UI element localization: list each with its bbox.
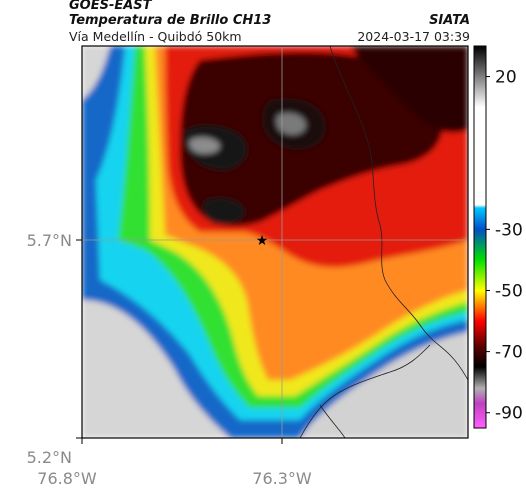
colorbar-label: 20 [495,68,517,88]
route-subtitle: Vía Medellín - Quibdó 50km [69,29,242,44]
lon-label-2: 76.3°W [252,469,312,488]
dark-northeast [350,46,468,133]
satellite-title: GOES-EAST [69,0,152,13]
clear-region-northwest [82,46,110,100]
overshooting-top-gray [189,137,220,154]
agency-label: SIATA [429,13,470,28]
lon-label-1: 76.8°W [37,469,97,488]
department-boundary [329,46,468,381]
colorbar [473,45,487,429]
clear-region-southwest [82,300,230,438]
brightness-temperature-field [82,46,468,438]
lat-label-2: 5.2°N [27,448,72,467]
colorbar-label: -70 [495,343,523,363]
overshooting-top-gray-2 [276,113,306,135]
colorbar-ticks: 20 -30 -50 -70 -90 [486,68,523,424]
lat-label-1: 5.7°N [27,231,72,250]
border-lines [299,46,468,438]
coast-boundary [299,344,431,438]
coldest-cloud-tops-3 [203,197,245,225]
product-title: Temperatura de Brillo CH13 [69,13,272,28]
southern-boundary [319,404,346,438]
colorbar-label: -50 [495,281,523,301]
colorbar-label: -30 [495,220,523,240]
datetime-label: 2024-03-17 03:39 [357,29,470,44]
colorbar-label: -90 [495,404,523,424]
map-frame [81,45,469,439]
clear-region-southeast [300,330,468,438]
location-star-marker: ★ [256,233,269,249]
